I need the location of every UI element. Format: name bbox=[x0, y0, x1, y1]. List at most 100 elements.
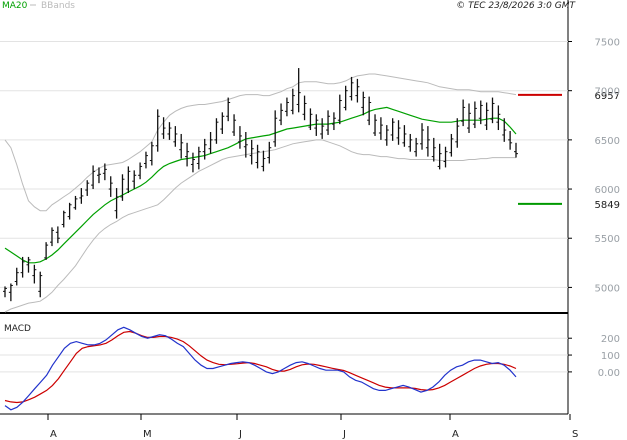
ohlc-bar bbox=[326, 110, 331, 135]
ohlc-bar bbox=[267, 141, 272, 164]
ohlc-bar bbox=[378, 117, 383, 140]
ohlc-bar bbox=[232, 114, 237, 136]
ohlc-bar bbox=[49, 227, 54, 247]
price-ohlc-bars bbox=[3, 68, 518, 302]
signal-line bbox=[4, 330, 517, 404]
time-tick-label: A bbox=[452, 429, 459, 440]
ohlc-bar bbox=[273, 110, 278, 147]
ohlc-bar bbox=[8, 283, 13, 302]
ohlc-bar bbox=[179, 133, 184, 159]
ohlc-bar bbox=[367, 96, 372, 126]
macd-title: MACD bbox=[4, 324, 31, 334]
ohlc-bar bbox=[461, 99, 466, 127]
ohlc-bar bbox=[67, 202, 72, 220]
ohlc-bar bbox=[508, 131, 513, 150]
ohlc-bar bbox=[190, 152, 195, 173]
bollinger-bands bbox=[4, 73, 517, 313]
ohlc-bar bbox=[44, 242, 49, 260]
ohlc-bar bbox=[396, 120, 401, 145]
price-level-label: 5849 bbox=[595, 200, 620, 211]
bollinger-band-line bbox=[4, 73, 517, 212]
ohlc-bar bbox=[120, 174, 125, 201]
ohlc-bar bbox=[472, 101, 477, 129]
ohlc-bar bbox=[279, 103, 284, 126]
ohlc-bar bbox=[26, 256, 31, 273]
ohlc-bar bbox=[490, 97, 495, 124]
ohlc-bar bbox=[161, 117, 166, 139]
price-tick-label: 6500 bbox=[595, 136, 620, 147]
ohlc-bar bbox=[496, 105, 501, 131]
ohlc-bar bbox=[443, 146, 448, 168]
ohlc-bar bbox=[55, 226, 60, 244]
chart-header: MA20 BBands © TEC 23/8/2026 3:0 GMT bbox=[2, 1, 577, 11]
ohlc-bar bbox=[402, 125, 407, 147]
ohlc-bar bbox=[455, 118, 460, 148]
ohlc-bar bbox=[373, 114, 378, 136]
ohlc-bar bbox=[255, 144, 260, 169]
time-tick-label: J bbox=[238, 429, 242, 440]
ohlc-bar bbox=[220, 112, 225, 134]
ohlc-bar bbox=[185, 142, 190, 167]
time-tick-label: A bbox=[50, 429, 57, 440]
macd-tick-label: 100 bbox=[601, 351, 620, 362]
ohlc-bar bbox=[20, 256, 25, 278]
ma20-line bbox=[4, 106, 517, 264]
ohlc-bar bbox=[320, 118, 325, 139]
ohlc-bar bbox=[425, 126, 430, 157]
ohlc-bar bbox=[149, 141, 154, 166]
macd-lines bbox=[4, 326, 517, 411]
ohlc-bar bbox=[408, 133, 413, 152]
ohlc-bar bbox=[61, 210, 66, 228]
ohlc-bar bbox=[14, 267, 19, 286]
ohlc-bar bbox=[32, 264, 37, 284]
macd-tick-label: 200 bbox=[601, 334, 620, 345]
macd-tick-label: 0.00 bbox=[598, 368, 620, 379]
ohlc-bar bbox=[132, 170, 137, 190]
ohlc-bar bbox=[155, 109, 160, 152]
ohlc-bar bbox=[390, 118, 395, 141]
macd-axis-ticks: 0.00 100 200 bbox=[568, 334, 620, 379]
ohlc-bar bbox=[208, 132, 213, 154]
ohlc-bar bbox=[355, 78, 360, 103]
ohlc-bar bbox=[167, 122, 172, 140]
ohlc-bar bbox=[249, 139, 254, 165]
legend-ma20: MA20 bbox=[2, 1, 28, 11]
ohlc-bar bbox=[502, 118, 507, 142]
price-tick-label: 7500 bbox=[595, 38, 620, 49]
ohlc-bar bbox=[138, 162, 143, 180]
ohlc-bar bbox=[331, 112, 336, 131]
ohlc-bar bbox=[420, 123, 425, 150]
ohlc-bar bbox=[214, 118, 219, 144]
macd-gridlines bbox=[0, 337, 568, 373]
ohlc-bar bbox=[437, 143, 442, 170]
ohlc-bar bbox=[384, 125, 389, 146]
ohlc-bar bbox=[478, 100, 483, 125]
chart-frame bbox=[0, 0, 569, 415]
ohlc-bar bbox=[108, 176, 113, 197]
bollinger-band-line bbox=[4, 139, 516, 313]
ohlc-bar bbox=[431, 137, 436, 162]
price-tick-label: 7000 bbox=[595, 87, 620, 98]
ohlc-bar bbox=[73, 195, 78, 210]
ohlc-bar bbox=[284, 97, 289, 117]
ohlc-bar bbox=[349, 76, 354, 101]
price-level-label: 6957 bbox=[595, 91, 620, 102]
ohlc-bar bbox=[79, 188, 84, 204]
price-levels: 6957 5849 bbox=[518, 91, 620, 211]
ohlc-bar bbox=[296, 68, 301, 113]
ohlc-bar bbox=[337, 94, 342, 125]
ohlc-bar bbox=[484, 102, 489, 131]
ohlc-bar bbox=[414, 137, 419, 157]
ohlc-bar bbox=[96, 167, 101, 184]
time-tick-label: S bbox=[572, 429, 578, 440]
ohlc-bar bbox=[3, 286, 7, 298]
ohlc-bar bbox=[38, 271, 43, 298]
ohlc-bar bbox=[243, 132, 248, 158]
price-tick-label: 5000 bbox=[595, 283, 620, 294]
ohlc-bar bbox=[449, 133, 454, 157]
price-tick-label: 6000 bbox=[595, 185, 620, 196]
time-tick-label: J bbox=[342, 429, 346, 440]
time-tick-label: M bbox=[143, 429, 152, 440]
